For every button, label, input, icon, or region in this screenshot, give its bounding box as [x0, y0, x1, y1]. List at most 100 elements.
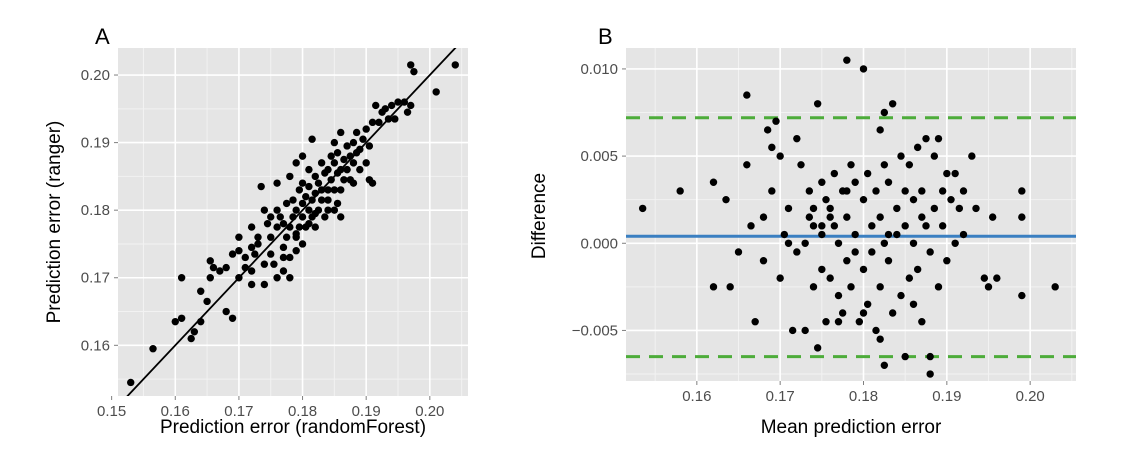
- data-point: [818, 230, 826, 239]
- data-point: [759, 213, 768, 221]
- data-point: [314, 179, 323, 187]
- data-point: [241, 263, 249, 272]
- data-point: [375, 118, 383, 127]
- data-point: [809, 222, 818, 230]
- data-point: [187, 334, 195, 343]
- data-point: [826, 274, 834, 282]
- data-point: [273, 206, 281, 214]
- data-point: [292, 233, 300, 241]
- data-point: [317, 159, 326, 167]
- data-point: [384, 115, 393, 123]
- data-point: [788, 326, 797, 335]
- data-point: [780, 230, 789, 239]
- data-point: [235, 247, 243, 255]
- data-point: [813, 100, 822, 108]
- data-point: [909, 239, 918, 247]
- data-point: [913, 265, 922, 274]
- data-point: [772, 117, 780, 125]
- data-point: [1051, 283, 1059, 291]
- y-tick-label: 0.18: [81, 202, 110, 219]
- x-tick-label: 0.17: [766, 388, 795, 405]
- data-point: [930, 204, 939, 213]
- data-point: [722, 195, 730, 204]
- data-point: [901, 187, 909, 195]
- data-point: [1018, 213, 1026, 221]
- data-point: [793, 248, 801, 256]
- data-point: [938, 187, 947, 195]
- y-tick-label: 0.010: [580, 61, 618, 78]
- data-point: [888, 309, 897, 317]
- data-point: [847, 283, 855, 291]
- data-point: [324, 196, 332, 204]
- panel-b-background: [626, 48, 1076, 381]
- data-point: [407, 61, 415, 69]
- data-point: [286, 274, 294, 282]
- data-point: [959, 187, 968, 195]
- data-point: [177, 274, 186, 282]
- data-point: [743, 161, 751, 169]
- data-point: [305, 206, 313, 214]
- data-point: [337, 128, 345, 137]
- data-point: [768, 187, 776, 195]
- data-point: [984, 283, 993, 291]
- data-point: [843, 56, 851, 64]
- panel-b-x-ticks: 0.16 0.17 0.18 0.19 0.20: [682, 381, 1045, 405]
- data-point: [847, 161, 855, 169]
- data-point: [676, 187, 684, 195]
- panel-b-reference-lines: [626, 116, 1076, 359]
- data-point: [197, 287, 205, 295]
- data-point: [880, 108, 889, 117]
- data-point: [943, 257, 951, 265]
- data-point: [918, 187, 926, 195]
- data-point: [340, 176, 348, 184]
- x-tick-label: 0.18: [849, 388, 878, 405]
- data-point: [247, 223, 256, 231]
- data-point: [340, 155, 348, 164]
- data-point: [286, 223, 294, 231]
- data-point: [1018, 187, 1026, 195]
- data-point: [905, 274, 914, 282]
- data-point: [286, 172, 294, 181]
- data-point: [851, 178, 859, 186]
- data-point: [709, 283, 718, 291]
- data-point: [859, 309, 868, 317]
- data-point: [809, 283, 818, 291]
- data-point: [863, 169, 872, 178]
- data-point: [216, 267, 224, 275]
- data-point: [726, 283, 734, 291]
- data-point: [918, 213, 926, 221]
- y-tick-label: 0.17: [81, 270, 110, 287]
- data-point: [251, 250, 259, 258]
- data-point: [947, 195, 955, 204]
- data-point: [784, 239, 793, 247]
- data-point: [951, 169, 959, 178]
- data-point: [872, 326, 880, 335]
- data-point: [818, 178, 826, 186]
- data-point: [759, 257, 768, 265]
- data-point: [776, 274, 784, 282]
- data-point: [305, 182, 313, 191]
- data-point: [222, 307, 230, 316]
- x-tick-label: 0.16: [161, 403, 190, 420]
- panel-a: A 0.15 0.16 0.17 0.18 0.19 0.20 0.160.170.180…: [44, 24, 468, 438]
- data-point: [893, 230, 901, 239]
- data-point: [830, 222, 839, 230]
- data-point: [451, 61, 459, 69]
- data-point: [298, 152, 307, 160]
- data-point: [768, 143, 776, 152]
- x-tick-label: 0.15: [97, 403, 126, 420]
- data-point: [349, 159, 358, 167]
- x-tick-label: 0.20: [1016, 388, 1045, 405]
- data-point: [324, 186, 332, 194]
- data-point: [826, 204, 834, 213]
- data-point: [149, 344, 157, 353]
- data-point: [897, 291, 905, 300]
- data-point: [228, 250, 237, 258]
- data-point: [884, 230, 893, 239]
- data-point: [235, 274, 243, 282]
- data-point: [851, 230, 859, 239]
- data-point: [972, 204, 980, 213]
- data-point: [801, 326, 809, 335]
- data-point: [834, 318, 843, 326]
- data-point: [292, 159, 300, 167]
